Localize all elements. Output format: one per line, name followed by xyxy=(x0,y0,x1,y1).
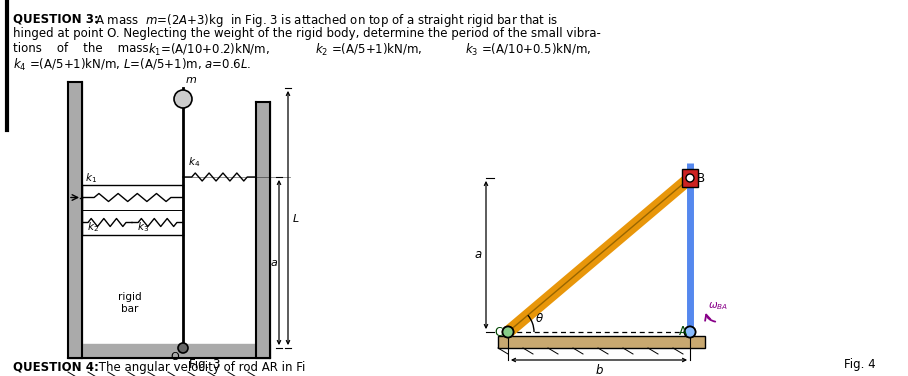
Text: hinged at point O. Neglecting the weight of the rigid body, determine the period: hinged at point O. Neglecting the weight… xyxy=(13,27,601,40)
Text: $k_2$: $k_2$ xyxy=(87,220,99,234)
Text: $a$: $a$ xyxy=(270,258,278,267)
Text: $k_3$ =(A/10+0.5)kN/m,: $k_3$ =(A/10+0.5)kN/m, xyxy=(465,42,591,58)
Text: Fig. 3: Fig. 3 xyxy=(189,358,221,371)
Text: $k_1$: $k_1$ xyxy=(85,171,97,185)
Text: $\omega_{BA}$: $\omega_{BA}$ xyxy=(708,300,728,312)
Text: The angular velocity of rod AR in Fi: The angular velocity of rod AR in Fi xyxy=(95,361,305,374)
Circle shape xyxy=(685,326,696,338)
Bar xyxy=(682,169,698,187)
Circle shape xyxy=(502,326,514,338)
Text: O: O xyxy=(171,352,179,362)
Bar xyxy=(498,336,705,348)
Text: $k_2$ =(A/5+1)kN/m,: $k_2$ =(A/5+1)kN/m, xyxy=(315,42,422,58)
Circle shape xyxy=(686,174,694,182)
Text: $\theta$: $\theta$ xyxy=(535,311,544,324)
Bar xyxy=(68,344,270,358)
Text: QUESTION 3:: QUESTION 3: xyxy=(13,12,99,25)
Circle shape xyxy=(174,90,192,108)
Text: $m$: $m$ xyxy=(185,75,197,85)
Text: bar: bar xyxy=(122,304,139,314)
Text: Fig. 4: Fig. 4 xyxy=(844,358,876,371)
Circle shape xyxy=(685,326,696,338)
Text: rigid: rigid xyxy=(118,292,142,302)
Text: $L$: $L$ xyxy=(292,212,300,224)
Text: tions    of    the    mass.: tions of the mass. xyxy=(13,42,153,55)
Text: $k_4$ =(A/5+1)kN/m, $L$=(A/5+1)m, $a$=0.6$L$.: $k_4$ =(A/5+1)kN/m, $L$=(A/5+1)m, $a$=0.… xyxy=(13,57,252,73)
Circle shape xyxy=(178,343,188,353)
Circle shape xyxy=(502,326,514,338)
Text: $b$: $b$ xyxy=(595,363,604,376)
Text: $k_1$=(A/10+0.2)kN/m,: $k_1$=(A/10+0.2)kN/m, xyxy=(148,42,270,58)
Text: A: A xyxy=(679,325,687,338)
Text: QUESTION 4:: QUESTION 4: xyxy=(13,361,99,374)
Text: $k_4$: $k_4$ xyxy=(188,155,200,169)
Text: $a$: $a$ xyxy=(474,249,482,261)
Bar xyxy=(68,82,82,358)
Bar xyxy=(256,102,270,358)
Text: C: C xyxy=(495,326,503,339)
Text: $k_3$: $k_3$ xyxy=(137,220,149,234)
Text: A mass  $m$=(2$A$+3)kg  in Fig. 3 is attached on top of a straight rigid bar tha: A mass $m$=(2$A$+3)kg in Fig. 3 is attac… xyxy=(95,12,558,29)
Text: B: B xyxy=(697,171,706,185)
